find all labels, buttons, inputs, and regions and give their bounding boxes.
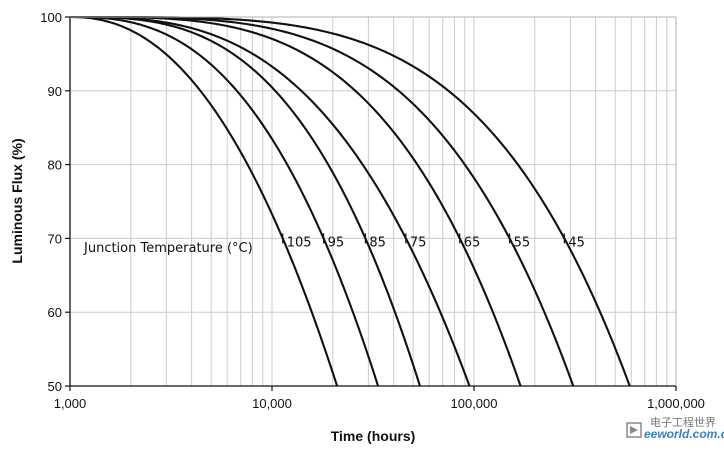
axes bbox=[65, 16, 677, 391]
series-label-75: 75 bbox=[410, 235, 427, 250]
x-tick-label: 100,000 bbox=[451, 396, 498, 411]
series-label-45: 45 bbox=[568, 235, 585, 250]
series-line-85 bbox=[70, 15, 421, 387]
y-tick-label: 50 bbox=[48, 379, 62, 394]
y-tick-label: 60 bbox=[48, 305, 62, 320]
series-label-55: 55 bbox=[514, 235, 531, 250]
grid bbox=[69, 16, 676, 387]
x-tick-label: 1,000 bbox=[54, 396, 87, 411]
series-line-55 bbox=[70, 15, 575, 387]
watermark-logo-icon bbox=[626, 422, 642, 438]
junction-temperature-label: Junction Temperature (°C) bbox=[83, 241, 253, 256]
y-tick-label: 70 bbox=[48, 231, 62, 246]
series-label-95: 95 bbox=[328, 235, 345, 250]
y-tick-label: 80 bbox=[48, 158, 62, 173]
watermark-cn-text: 电子工程世界 bbox=[650, 416, 716, 429]
series-line-75 bbox=[70, 15, 471, 387]
x-tick-label: 10,000 bbox=[252, 396, 292, 411]
x-axis-title: Time (hours) bbox=[331, 428, 416, 444]
series-line-65 bbox=[70, 15, 522, 387]
series-line-105 bbox=[69, 15, 339, 387]
series-label-105: 105 bbox=[287, 235, 312, 250]
tick-labels: 50 60 70 80 90 100 1,000 10,000 100,000 1,000,000… bbox=[40, 10, 705, 411]
y-tick-label: 100 bbox=[40, 10, 62, 25]
series-line-95 bbox=[70, 15, 380, 387]
y-axis-title: Luminous Flux (%) bbox=[9, 138, 25, 263]
watermark: 电子工程世界 eeworld.com.cn bbox=[626, 414, 724, 444]
series-label-85: 85 bbox=[369, 235, 386, 250]
y-tick-label: 90 bbox=[48, 84, 62, 99]
series-line-45 bbox=[70, 15, 631, 387]
series-label-65: 65 bbox=[464, 235, 481, 250]
watermark-en-text: eeworld.com.cn bbox=[644, 427, 724, 441]
series-layer bbox=[69, 15, 631, 387]
x-tick-label: 1,000,000 bbox=[647, 396, 705, 411]
